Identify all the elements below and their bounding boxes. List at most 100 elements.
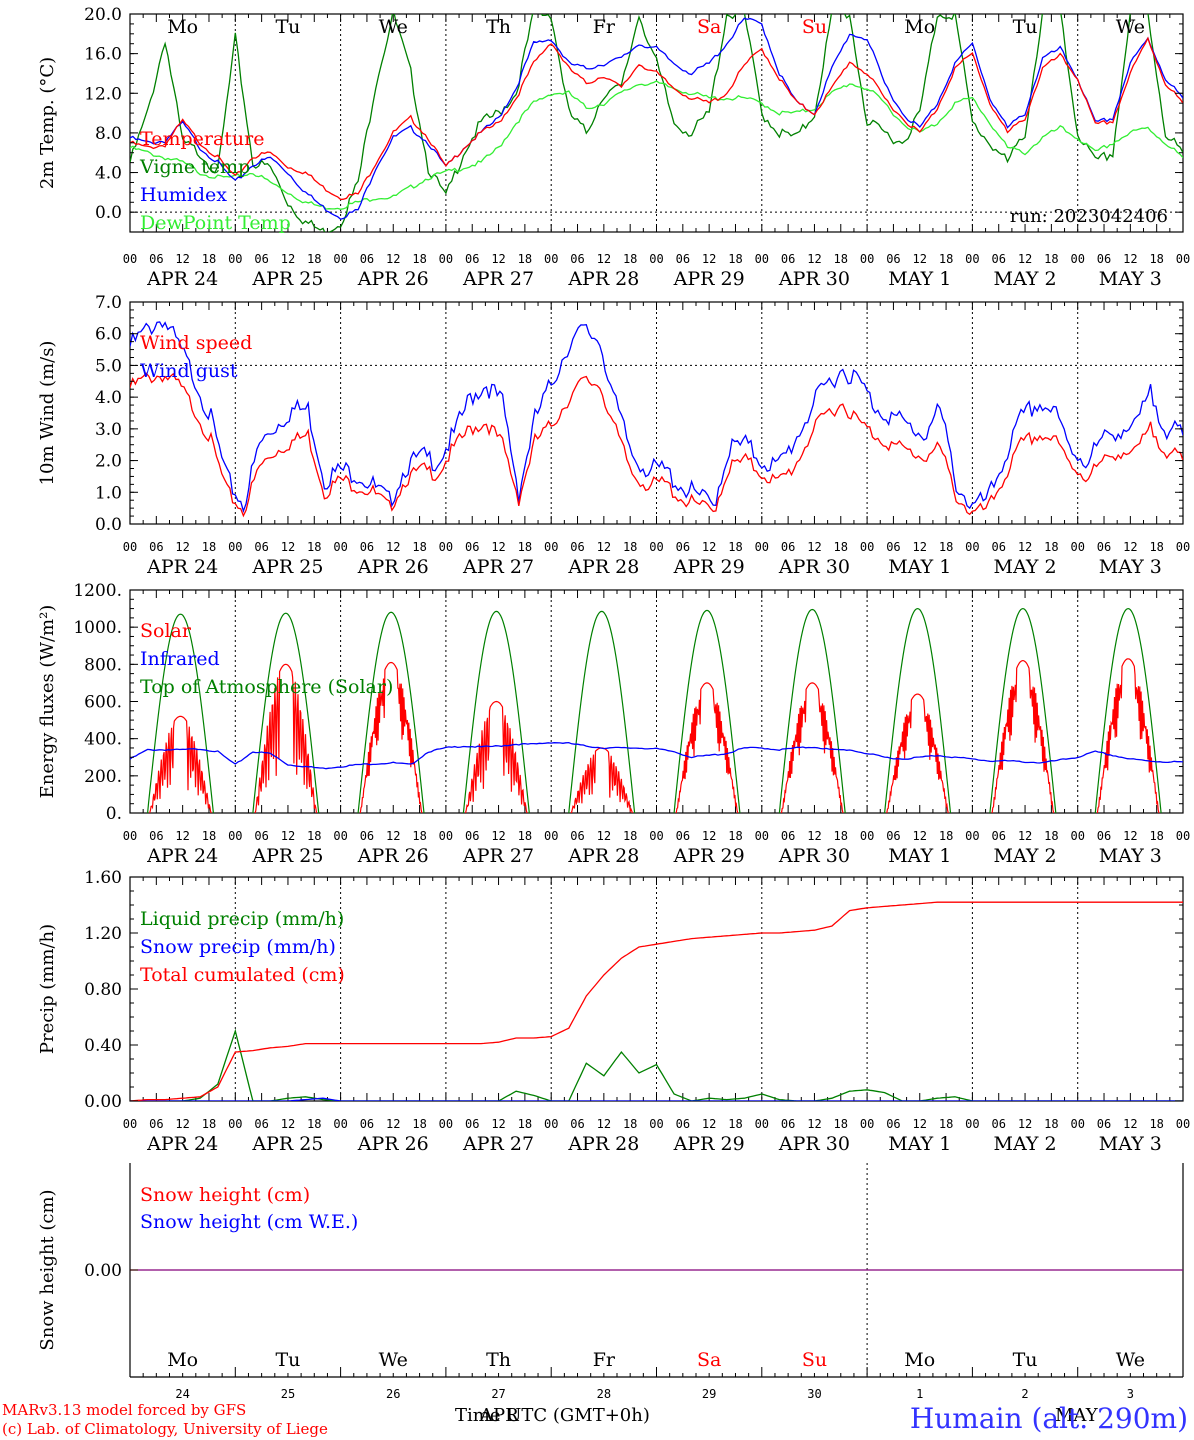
y-axis-title: Energy fluxes (W/m²) xyxy=(37,605,58,799)
day-name-label: Mo xyxy=(904,16,935,38)
date-tick-label: APR 25 xyxy=(251,556,323,578)
hour-tick-label: 18 xyxy=(1044,829,1058,843)
date-tick-label: MAY 1 xyxy=(888,845,951,867)
legend-entry: Snow height (cm W.E.) xyxy=(140,1211,358,1233)
series-line-liquid xyxy=(130,1028,1183,1101)
y-tick-label: 8.0 xyxy=(95,124,122,144)
hour-tick-label: 18 xyxy=(834,252,848,266)
day-name-label: Tu xyxy=(275,16,300,38)
day-name-label: Mo xyxy=(904,1349,935,1371)
date-tick-label: APR 29 xyxy=(673,268,745,290)
hour-tick-label: 18 xyxy=(412,252,426,266)
date-tick-label: APR 24 xyxy=(146,556,218,578)
date-tick-label: APR 28 xyxy=(567,268,639,290)
hour-tick-label: 06 xyxy=(570,1117,584,1131)
y-tick-label: 5.0 xyxy=(95,356,122,376)
hour-tick-label: 00 xyxy=(1176,540,1190,554)
day-name-label: Tu xyxy=(1013,1349,1038,1371)
hour-tick-label: 00 xyxy=(755,829,769,843)
hour-tick-label: 12 xyxy=(1123,1117,1137,1131)
hour-tick-label: 18 xyxy=(834,1117,848,1131)
hour-tick-label: 00 xyxy=(1070,540,1084,554)
y-tick-label: 4.0 xyxy=(95,388,122,408)
hour-tick-label: 18 xyxy=(728,1117,742,1131)
hour-tick-label: 12 xyxy=(597,829,611,843)
hour-tick-label: 06 xyxy=(781,829,795,843)
hour-tick-label: 12 xyxy=(1123,252,1137,266)
legend-entry: Top of Atmosphere (Solar) xyxy=(140,676,393,698)
hour-tick-label: 12 xyxy=(491,252,505,266)
day-name-label: We xyxy=(379,16,408,38)
hour-tick-label: 06 xyxy=(781,540,795,554)
hour-tick-label: 00 xyxy=(544,1117,558,1131)
hour-tick-label: 18 xyxy=(623,252,637,266)
legend-entry: DewPoint Temp xyxy=(140,212,291,234)
run-id-annotation: run: 2023042406 xyxy=(1010,206,1168,227)
hour-tick-label: 18 xyxy=(834,540,848,554)
hour-tick-label: 00 xyxy=(649,1117,663,1131)
hour-tick-label: 00 xyxy=(965,252,979,266)
date-tick-label: APR 26 xyxy=(357,1133,429,1155)
hour-tick-label: 00 xyxy=(544,252,558,266)
hour-tick-label: 18 xyxy=(307,829,321,843)
hour-tick-label: 00 xyxy=(123,540,137,554)
hour-tick-label: 12 xyxy=(702,252,716,266)
hour-tick-label: 12 xyxy=(175,540,189,554)
hour-tick-label: 18 xyxy=(202,252,216,266)
hour-tick-label: 00 xyxy=(333,540,347,554)
day-number-label: 24 xyxy=(175,1387,189,1401)
date-tick-label: APR 29 xyxy=(673,556,745,578)
y-tick-label: 0.40 xyxy=(84,1036,122,1056)
hour-tick-label: 06 xyxy=(1097,1117,1111,1131)
hour-tick-label: 12 xyxy=(281,540,295,554)
y-tick-label: 4.0 xyxy=(95,164,122,184)
series-line-toa-solar xyxy=(147,607,1162,813)
y-tick-label: 0.0 xyxy=(95,203,122,223)
date-tick-label: APR 25 xyxy=(251,268,323,290)
hour-tick-label: 06 xyxy=(886,829,900,843)
hour-tick-label: 06 xyxy=(360,829,374,843)
y-tick-label: 0.80 xyxy=(84,980,122,1000)
y-tick-label: 12.0 xyxy=(84,84,122,104)
wind-panel: 0.0 1.0 2.0 3.0 4.0 5.0 6.0 7.0 10m Wind (m/s) Wi… xyxy=(37,293,1190,578)
hour-tick-label: 06 xyxy=(1097,540,1111,554)
hour-tick-label: 12 xyxy=(913,540,927,554)
day-number-label: 2 xyxy=(1021,1387,1028,1401)
date-tick-label: APR 29 xyxy=(673,1133,745,1155)
y-tick-label: 1200. xyxy=(73,581,122,601)
hour-tick-label: 06 xyxy=(886,540,900,554)
day-name-label: We xyxy=(1116,16,1145,38)
hour-tick-label: 00 xyxy=(439,252,453,266)
day-number-label: 26 xyxy=(386,1387,400,1401)
hour-tick-label: 06 xyxy=(149,829,163,843)
hour-tick-label: 00 xyxy=(228,540,242,554)
hour-tick-label: 06 xyxy=(781,252,795,266)
series-line-3 xyxy=(130,80,1183,210)
hour-tick-label: 06 xyxy=(676,1117,690,1131)
date-tick-label: APR 30 xyxy=(778,845,850,867)
y-tick-label: 3.0 xyxy=(95,420,122,440)
hour-tick-label: 12 xyxy=(597,1117,611,1131)
hour-tick-label: 18 xyxy=(1149,540,1163,554)
hour-tick-label: 18 xyxy=(939,1117,953,1131)
legend-entry: Wind gust xyxy=(140,360,238,382)
hour-tick-label: 00 xyxy=(439,829,453,843)
y-tick-label: 6.0 xyxy=(95,325,122,345)
date-tick-label: APR 28 xyxy=(567,845,639,867)
hour-tick-label: 00 xyxy=(123,1117,137,1131)
day-number-label: 28 xyxy=(597,1387,611,1401)
day-number-label: 3 xyxy=(1127,1387,1134,1401)
hour-tick-label: 18 xyxy=(202,1117,216,1131)
hour-tick-label: 06 xyxy=(465,540,479,554)
hour-tick-label: 00 xyxy=(1070,1117,1084,1131)
date-tick-label: APR 28 xyxy=(567,556,639,578)
date-tick-label: MAY 2 xyxy=(994,268,1057,290)
series-line-1 xyxy=(130,14,1183,232)
hour-tick-label: 18 xyxy=(412,829,426,843)
y-axis-title: Precip (mm/h) xyxy=(37,924,58,1054)
hour-tick-label: 12 xyxy=(1018,252,1032,266)
hour-tick-label: 12 xyxy=(1018,829,1032,843)
hour-tick-label: 12 xyxy=(1123,540,1137,554)
hour-tick-label: 00 xyxy=(965,1117,979,1131)
hour-tick-label: 06 xyxy=(149,252,163,266)
